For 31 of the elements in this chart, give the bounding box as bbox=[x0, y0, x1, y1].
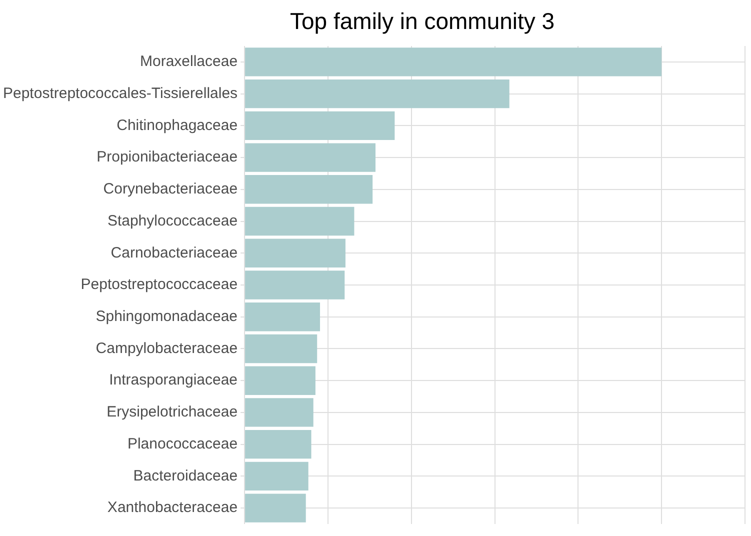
bar bbox=[245, 206, 354, 236]
y-tick-label: Campylobacteraceae bbox=[96, 340, 238, 357]
bar bbox=[245, 270, 345, 300]
bar bbox=[245, 48, 662, 76]
bar bbox=[245, 430, 312, 459]
y-tick-label: Intrasporangiaceae bbox=[109, 372, 238, 389]
y-tick-label: Corynebacteriaceae bbox=[103, 180, 238, 198]
y-tick-label: Planococcaceae bbox=[127, 435, 238, 452]
y-tick-label: Peptostreptococcales-Tissierellales bbox=[2, 84, 238, 102]
bar bbox=[245, 143, 376, 172]
bar bbox=[245, 302, 320, 332]
y-tick-label: Carnobacteriaceae bbox=[110, 244, 238, 262]
bar bbox=[245, 238, 346, 268]
y-tick-label: Staphylococcaceae bbox=[107, 212, 238, 230]
y-tick-label: Sphingomonadaceae bbox=[96, 308, 238, 326]
y-tick-label: Peptostreptococcaceae bbox=[80, 276, 238, 294]
bar bbox=[245, 366, 316, 395]
bar bbox=[245, 111, 395, 140]
chart-title: Top family in community 3 bbox=[290, 8, 555, 35]
y-tick-label: Propionibacteriaceae bbox=[96, 148, 238, 166]
bar bbox=[245, 398, 314, 427]
y-tick-label: Bacteroidaceae bbox=[133, 467, 238, 484]
y-tick-label: Erysipelotrichaceae bbox=[106, 404, 238, 421]
y-tick-label: Chitinophagaceae bbox=[116, 116, 238, 134]
bar bbox=[245, 334, 318, 364]
bar bbox=[245, 494, 306, 522]
bar bbox=[245, 462, 308, 491]
bar bbox=[245, 175, 373, 204]
y-tick-label: Moraxellaceae bbox=[140, 53, 238, 70]
bar bbox=[245, 79, 510, 108]
y-tick-label: Xanthobacteraceae bbox=[107, 499, 238, 516]
